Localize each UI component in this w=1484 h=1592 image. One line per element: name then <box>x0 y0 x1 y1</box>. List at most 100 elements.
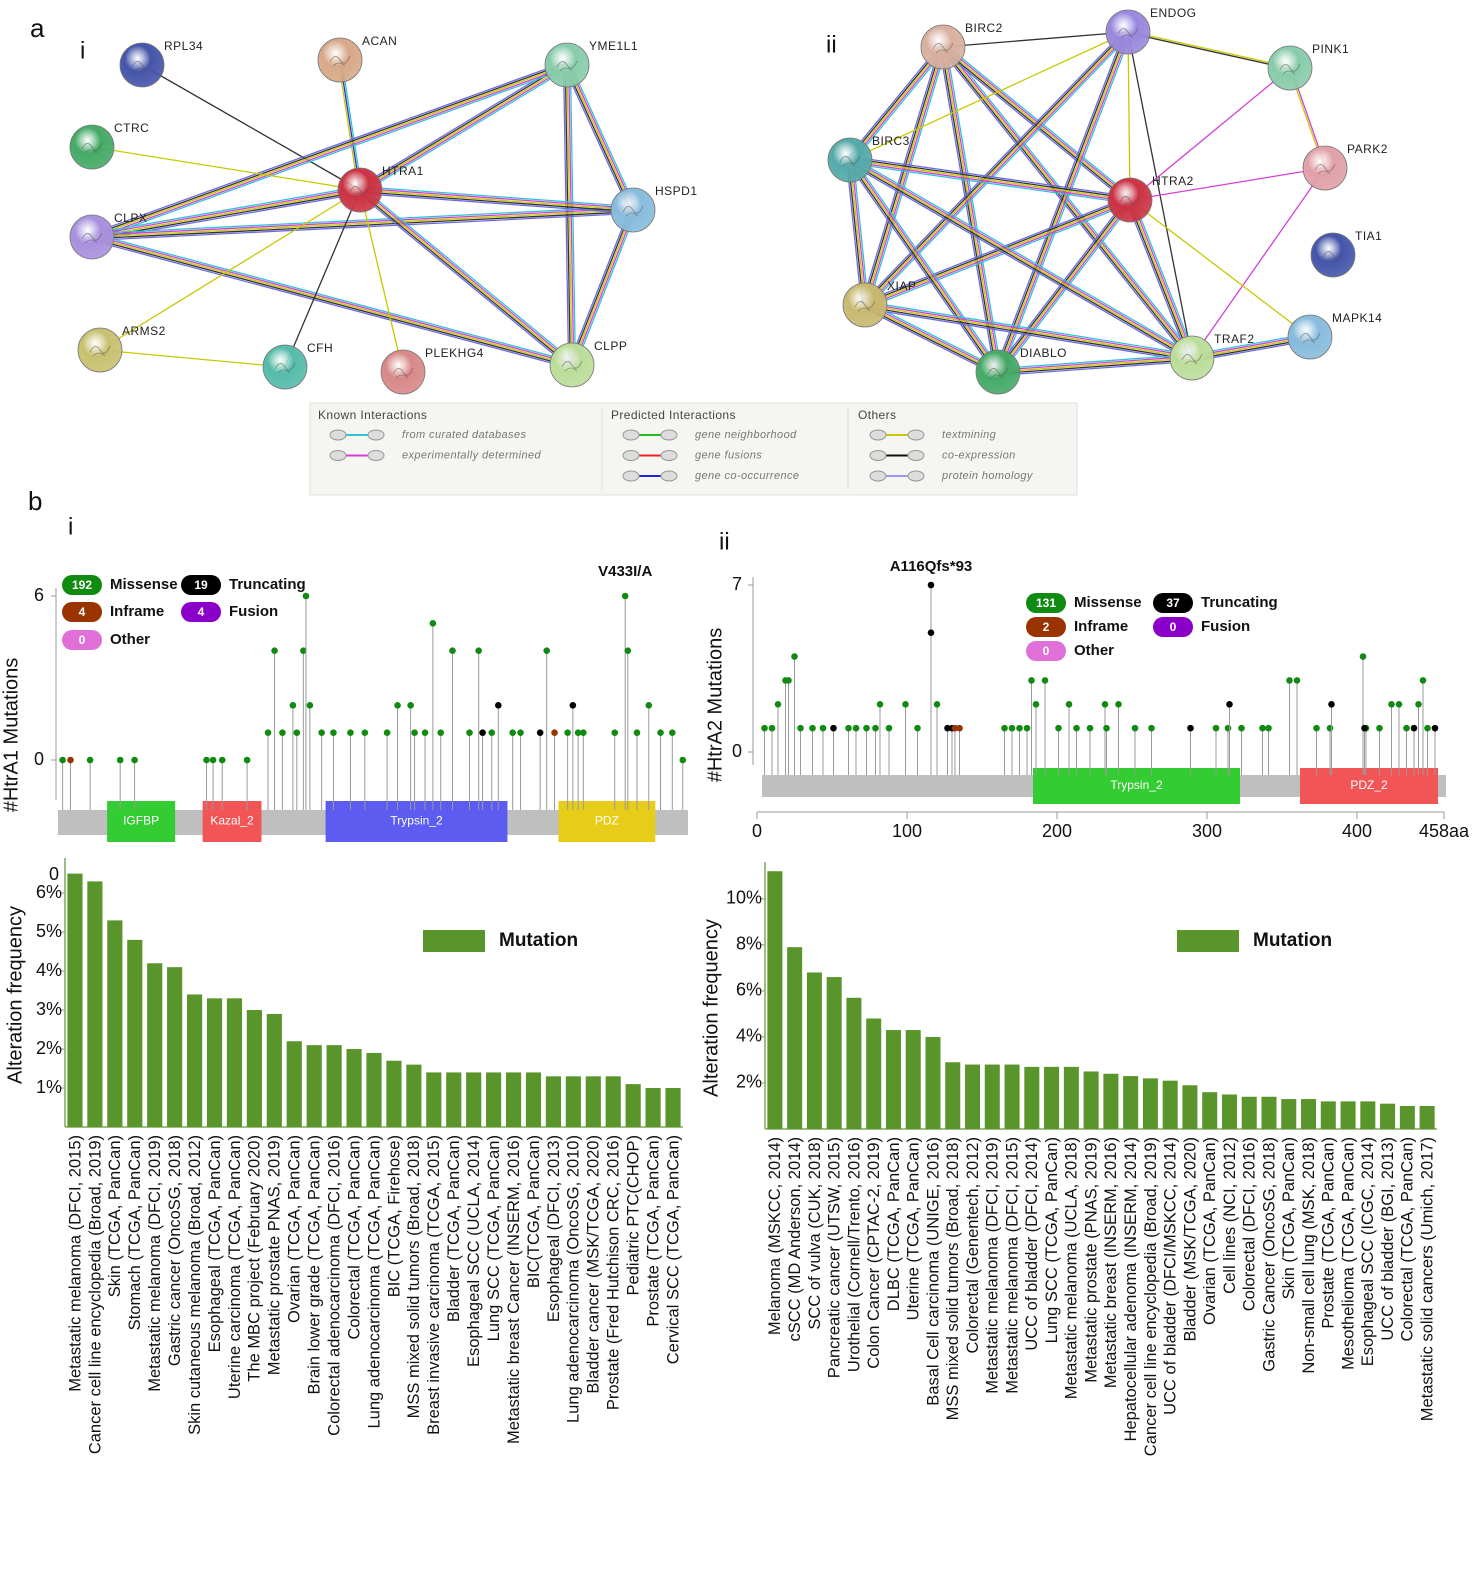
x-tick-label: Breast invasive carcinoma (TCGA, 2015) <box>425 1135 443 1435</box>
x-tick-label: Bladder cancer (MSK/TCGA, 2020) <box>585 1135 603 1394</box>
lollipop-head <box>1065 700 1073 708</box>
lollipop-head <box>437 729 445 736</box>
bar <box>1063 1066 1079 1129</box>
lollipop-head <box>1028 677 1035 684</box>
node-structure <box>839 155 861 167</box>
network-edge <box>849 159 999 373</box>
x-tick-label: 0 <box>49 864 59 884</box>
x-tick-label: Prostate (Fred Hutchison CRC, 2016) <box>605 1135 623 1410</box>
x-tick-label: Basal Cell carcinoma (UNIGE, 2016) <box>924 1137 942 1406</box>
lollipop-head <box>914 724 921 732</box>
legend-label: Other <box>1074 642 1114 659</box>
node-structure <box>1299 332 1321 344</box>
node-structure <box>349 185 371 197</box>
lollipop-head <box>1238 724 1245 732</box>
node-structure <box>1314 163 1336 175</box>
bar <box>787 947 803 1129</box>
node-structure <box>622 205 644 217</box>
node-label: PLEKHG4 <box>425 346 484 360</box>
bar <box>984 1064 1000 1129</box>
bar <box>226 998 243 1127</box>
legend-badge <box>62 575 102 595</box>
lollipop-head <box>885 724 893 732</box>
network-edge <box>359 191 633 213</box>
network-edge <box>866 301 1000 370</box>
node-structure <box>1117 27 1139 39</box>
bar <box>167 967 183 1127</box>
lollipop-head <box>1388 700 1395 708</box>
network-edge <box>997 357 1193 373</box>
network-edge <box>91 189 361 238</box>
network-edge <box>357 61 566 188</box>
network-edge <box>940 47 997 373</box>
x-tick-label: Skin cutaneous melanoma (Broad, 2012) <box>186 1135 204 1435</box>
lollipop-head <box>1148 724 1155 732</box>
network-edge <box>567 64 636 210</box>
network-edge <box>91 186 360 235</box>
domain-label: Trypsin_2 <box>390 814 443 828</box>
network-edge <box>92 234 573 364</box>
lollipop-head <box>1326 724 1334 732</box>
node-label: HSPD1 <box>655 184 698 198</box>
node-label: ENDOG <box>1150 6 1197 20</box>
legend-badge <box>1026 641 1066 661</box>
panel-label: b <box>28 486 42 516</box>
panel-label: a <box>30 13 45 43</box>
lollipop-head <box>1431 724 1439 732</box>
network-edge <box>862 46 942 305</box>
lollipop-head <box>203 756 210 764</box>
legend-swatch <box>1177 930 1239 952</box>
lollipop-head <box>293 729 301 736</box>
node-structure <box>854 300 876 312</box>
bar <box>565 1076 581 1127</box>
network-edge <box>863 30 1128 305</box>
node-label: DIABLO <box>1020 346 1067 360</box>
network-edge <box>91 238 572 368</box>
bar <box>1419 1105 1435 1129</box>
lollipop-head <box>830 724 837 732</box>
x-tick-label: Colorectal (TCGA, PanCan) <box>345 1135 363 1340</box>
lollipop-head <box>407 702 414 709</box>
legend-item: protein homology <box>941 470 1034 482</box>
network-edge <box>864 307 1192 362</box>
x-tick-label: BIC(TCGA, PanCan) <box>525 1135 543 1288</box>
lollipop-head <box>852 724 860 732</box>
lollipop-head <box>209 756 217 764</box>
network-edge <box>850 158 1000 372</box>
network-edge <box>92 67 569 241</box>
node-label: CTRC <box>114 121 149 135</box>
legend-count: 4 <box>198 605 205 619</box>
legend-swatch-node <box>660 429 678 441</box>
network-edge <box>359 64 568 191</box>
network-edge <box>572 210 636 366</box>
bar <box>826 977 842 1129</box>
lollipop-head <box>785 677 792 684</box>
network-edge <box>564 65 633 211</box>
protein-domain <box>1033 768 1240 804</box>
network-edge <box>99 349 286 368</box>
legend-item: textmining <box>942 429 997 441</box>
lollipop-head <box>768 724 776 732</box>
lollipop-head <box>569 702 577 709</box>
network-edge <box>945 46 1002 372</box>
bar <box>1103 1073 1119 1129</box>
network-edge <box>866 202 1132 309</box>
network-edge <box>942 46 1193 359</box>
network-edge <box>850 157 1194 358</box>
network-edge <box>1127 200 1192 359</box>
network-edge <box>994 30 1126 372</box>
lollipop-head <box>761 724 768 732</box>
network-edge <box>360 185 634 208</box>
network-edge <box>850 47 945 162</box>
y-tick-label: 1% <box>36 1077 62 1097</box>
legend-swatch-node <box>660 470 678 482</box>
y-tick-label: 0 <box>732 741 742 761</box>
x-tick-label: Esophageal SCC (UCLA, 2014) <box>465 1135 483 1367</box>
legend-item: from curated databases <box>402 429 526 441</box>
legend-label: Truncating <box>229 576 306 593</box>
lollipop-head <box>271 647 278 654</box>
network-edge <box>91 236 573 366</box>
network-edge <box>91 207 633 236</box>
x-tick-label: Prostate (TCGA, PanCan) <box>1320 1137 1338 1329</box>
network-edge <box>849 46 944 161</box>
